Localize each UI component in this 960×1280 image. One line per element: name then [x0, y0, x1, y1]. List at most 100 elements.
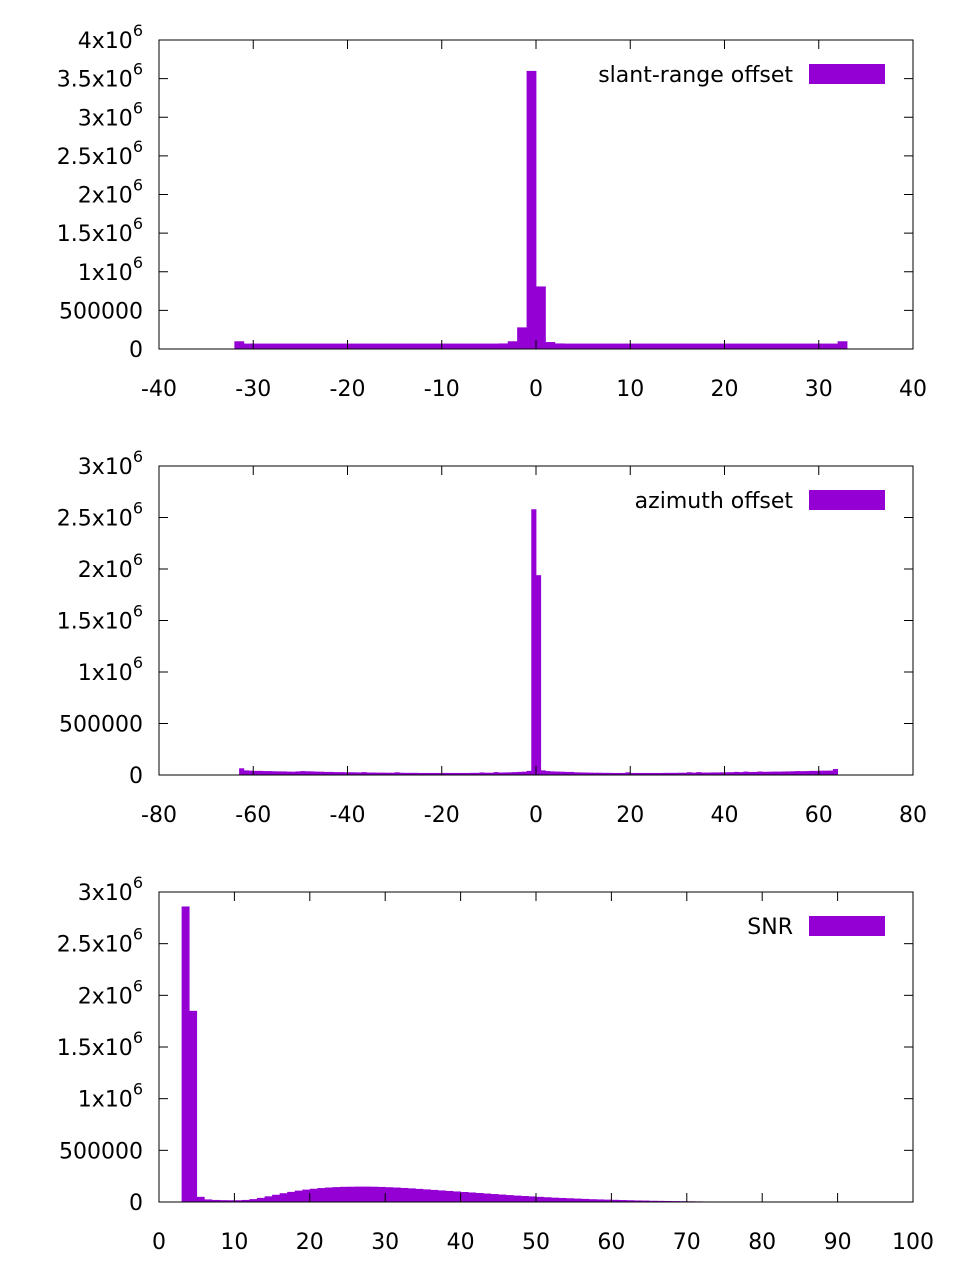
histogram-bar [302, 1189, 311, 1202]
plot-border [158, 891, 914, 1203]
histogram-bar [667, 772, 674, 775]
histogram-bar [603, 1199, 612, 1202]
histogram-bar [441, 772, 447, 775]
histogram-bar [558, 1197, 567, 1202]
histogram-bar [211, 1199, 220, 1202]
y-tick-label-exponent: 6 [133, 653, 143, 672]
histogram-bar [319, 343, 330, 349]
histogram-bar [370, 1186, 379, 1202]
histogram-bar [453, 1191, 461, 1202]
histogram-bar [799, 771, 806, 775]
legend-label: azimuth offset [635, 489, 794, 514]
histogram-bar [204, 1199, 213, 1202]
histogram-bar [400, 1187, 409, 1202]
histogram-bar [776, 771, 782, 775]
histogram-bar [413, 772, 419, 775]
histogram-bar [309, 1188, 318, 1202]
histogram-bar [677, 343, 688, 349]
y-tick-label: 2x106 [78, 176, 143, 209]
histogram-bar [536, 575, 542, 775]
histogram-bar [377, 1186, 386, 1202]
legend: SNR [747, 915, 885, 940]
y-tick-label: 2x106 [78, 976, 143, 1009]
y-tick-label: 500000 [59, 713, 143, 738]
histogram-bar [536, 1196, 544, 1202]
histogram-bar [837, 341, 848, 349]
histogram-bar [488, 343, 499, 349]
histogram-bar [752, 771, 758, 775]
histogram-bar [488, 772, 494, 775]
histogram-bar [324, 1187, 333, 1202]
y-tick-label: 2x106 [78, 550, 143, 583]
histogram-bar [309, 343, 320, 349]
y-tick-label: 1.5x106 [57, 1028, 143, 1061]
histogram-bar [314, 771, 320, 775]
histogram-bar [427, 772, 433, 775]
y-tick-label-exponent: 6 [133, 447, 143, 466]
histogram-bar [634, 1200, 642, 1202]
histogram-bar [809, 770, 815, 775]
histogram-bar [366, 772, 372, 775]
histogram-bar [513, 1195, 522, 1202]
histogram-bar [332, 1187, 341, 1202]
histogram-bar [276, 771, 282, 775]
histogram-bar [790, 343, 801, 349]
histogram-bar [241, 1199, 250, 1202]
histogram-bar [432, 772, 438, 775]
histogram-bar [460, 1191, 469, 1202]
histogram-bar [710, 772, 716, 775]
x-axis: -80 -60 -40 -20 0 20 40 60 80 [141, 466, 927, 828]
histogram-bar [658, 772, 664, 775]
histogram-bar [771, 771, 777, 775]
histogram-bar [630, 343, 641, 349]
histogram-bar [422, 1189, 431, 1202]
histogram-bar [219, 1200, 228, 1202]
histogram-bar [705, 343, 716, 349]
histogram-bar [389, 772, 396, 775]
histogram-bar [392, 1187, 401, 1202]
histogram-bar [663, 772, 669, 775]
histogram-bar [583, 343, 593, 349]
legend: azimuth offset [635, 489, 885, 514]
histogram-bar [490, 1194, 499, 1202]
histogram-bar [724, 343, 735, 349]
histogram-bar [356, 343, 367, 349]
histogram-bar [394, 343, 405, 349]
histogram-bar [630, 772, 636, 775]
histogram-bar [437, 1190, 446, 1202]
y-tick-label-base: 2x10 [78, 984, 133, 1009]
histogram-bar [394, 772, 400, 775]
histogram-bar [517, 771, 523, 775]
histogram-bar [430, 1189, 439, 1202]
histogram-bar [771, 343, 782, 349]
histogram-bar [781, 343, 791, 349]
histogram-bar [460, 343, 471, 349]
histogram-bar [691, 772, 697, 775]
x-tick-label: 100 [892, 1230, 934, 1255]
y-tick-label-exponent: 6 [133, 1080, 143, 1099]
azimuth-offset-histogram: -80 -60 -40 -20 0 20 40 60 8005000001x1061.5x106… [57, 447, 927, 828]
y-tick-label-exponent: 6 [133, 176, 143, 195]
histogram-bar [512, 772, 518, 775]
histogram-bar [738, 772, 744, 775]
histogram-bar [743, 771, 749, 775]
histogram-bar [305, 771, 311, 775]
legend-label: SNR [747, 915, 793, 940]
histogram-bar [618, 1200, 627, 1202]
histogram-bar [352, 772, 358, 775]
y-tick-label: 3x106 [78, 447, 143, 480]
legend-swatch [809, 490, 885, 510]
y-tick-label: 500000 [59, 1139, 143, 1164]
x-axis: 0 10 20 30 40 50 60 70 80 90 100 [152, 892, 934, 1255]
legend-swatch [809, 64, 885, 84]
y-tick-label-base: 2.5x10 [57, 933, 133, 958]
legend-swatch [809, 916, 885, 936]
histogram-bar [592, 343, 603, 349]
histogram-bar [573, 1198, 582, 1202]
y-tick-label-exponent: 6 [133, 550, 143, 569]
histogram-bar [795, 771, 801, 775]
histogram-bar [601, 343, 612, 349]
histogram-bar [639, 772, 645, 775]
histogram-bar [385, 1187, 394, 1202]
histogram-bar [295, 771, 301, 775]
